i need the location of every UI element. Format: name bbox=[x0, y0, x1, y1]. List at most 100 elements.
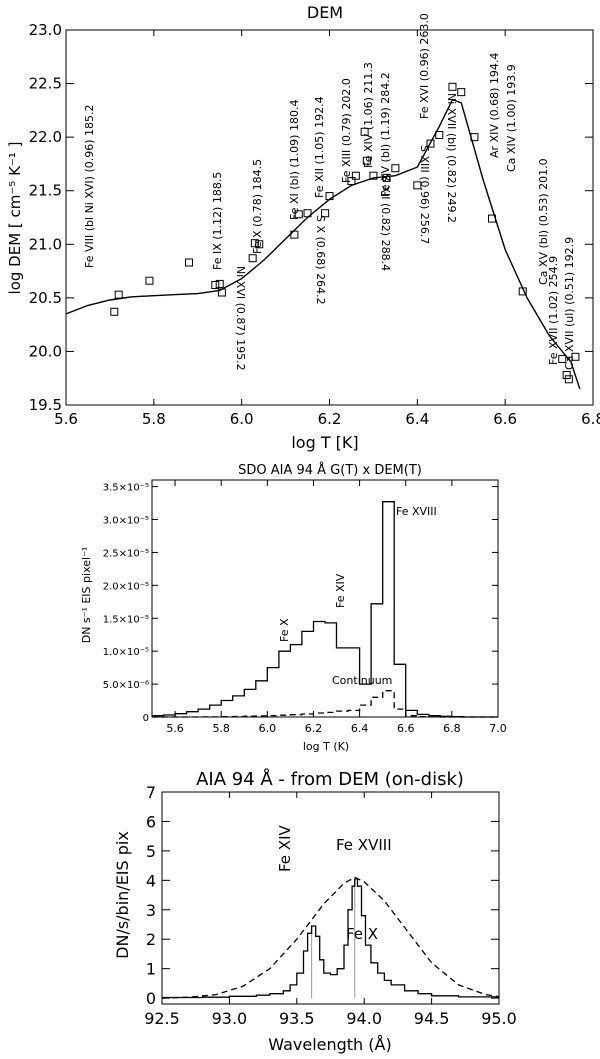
x-tick-label: 5.8 bbox=[212, 722, 230, 735]
dem-point bbox=[110, 307, 119, 316]
x-tick-label: 6.4 bbox=[351, 722, 369, 735]
x-tick-label: 5.8 bbox=[142, 410, 166, 428]
x-tick-label: 5.6 bbox=[166, 722, 184, 735]
spectrum-plot-frame bbox=[161, 791, 500, 1005]
annotation-s-xii: S XII (0.82) 288.4 bbox=[379, 175, 392, 271]
dem-point bbox=[558, 354, 567, 363]
annotation-fe-xi: Fe XI (bl) (1.09) 180.4 bbox=[288, 100, 301, 220]
annotation-fe-x: Fe X (0.78) 184.5 bbox=[251, 159, 264, 254]
dem-point bbox=[518, 287, 527, 296]
contribution-x-label: log T (K) bbox=[303, 740, 349, 753]
x-tick-label: 6.2 bbox=[305, 722, 323, 735]
dem-point bbox=[184, 258, 193, 267]
x-tick-label: 94.5 bbox=[414, 1009, 450, 1028]
annotation-fe-xiv: Fe XIV (1.06) 211.3 bbox=[362, 62, 375, 168]
dem-point bbox=[435, 131, 444, 139]
dem-point bbox=[248, 254, 257, 263]
y-tick-label: 2 bbox=[146, 930, 156, 949]
annotation-fe-xiii: Fe XIII (0.79) 202.0 bbox=[340, 78, 353, 183]
annotation-fe-xvi: Fe XVI (0.96) 263.0 bbox=[418, 13, 431, 119]
label-fe-x: Fe X bbox=[278, 618, 291, 642]
x-tick-label: 6.4 bbox=[405, 410, 429, 428]
spectrum-curve bbox=[162, 878, 500, 999]
dem-point bbox=[347, 177, 356, 186]
dem-point bbox=[294, 210, 303, 219]
y-tick-label: 0 bbox=[143, 713, 149, 724]
dem-point bbox=[351, 171, 360, 180]
dem-curve bbox=[65, 98, 581, 390]
dem-point bbox=[303, 209, 312, 218]
annotation-ca-xiv: Ca XIV (1.00) 193.9 bbox=[505, 64, 518, 172]
dashed-envelope bbox=[161, 876, 500, 999]
contribution-x-axis: 5.6 5.8 6.0 6.2 6.4 6.6 6.8 7.0 bbox=[166, 480, 507, 735]
spectrum-panel: AIA 94 Å - from DEM (on-disk) 92.5 93.0 93… bbox=[113, 768, 517, 1054]
y-tick-label: 3 bbox=[146, 901, 156, 920]
dem-point bbox=[250, 239, 259, 248]
y-tick-label: 22.0 bbox=[29, 128, 62, 146]
y-tick-label: 21.0 bbox=[29, 235, 62, 253]
dem-point bbox=[562, 371, 571, 379]
dem-point bbox=[321, 209, 330, 218]
dem-point bbox=[215, 279, 224, 288]
x-tick-label: 92.5 bbox=[144, 1009, 180, 1028]
contribution-y-axis: 0 5.0×10⁻⁶ 1.0×10⁻⁵ 1.5×10⁻⁵ 2.0×10⁻⁵ 2.5×10⁻… bbox=[103, 483, 498, 724]
x-tick-label: 5.6 bbox=[54, 410, 78, 428]
annotation-fe-xvii: Fe XVII (1.02) 254.9 bbox=[547, 256, 560, 365]
dem-point bbox=[470, 133, 479, 142]
contribution-y-label: DN s⁻¹ EIS pixel⁻¹ bbox=[80, 547, 93, 644]
dem-point bbox=[211, 281, 220, 289]
annotation-ca-xvii: Ca XVII (ul) (0.51) 192.9 bbox=[563, 237, 576, 370]
spectrum-title: AIA 94 Å - from DEM (on-disk) bbox=[196, 768, 464, 790]
y-tick-label: 1.5×10⁻⁵ bbox=[103, 614, 149, 625]
y-tick-label: 3.0×10⁻⁵ bbox=[103, 516, 149, 527]
dem-point bbox=[360, 127, 369, 136]
x-tick-label: 6.0 bbox=[230, 410, 254, 428]
x-tick-label: 6.6 bbox=[397, 722, 415, 735]
annotation-fe-viii: Fe VIII (bl Ni XVI) (0.96) 185.2 bbox=[83, 104, 96, 268]
dem-x-label: log T [K] bbox=[291, 433, 358, 452]
total-histogram bbox=[152, 501, 498, 718]
x-tick-label: 7.0 bbox=[489, 722, 507, 735]
dem-point bbox=[571, 352, 580, 361]
annotation-ni-xvii: Ni XVII (bl) (0.82) 249.2 bbox=[445, 93, 458, 223]
label-spec-fe-x: Fe X bbox=[346, 925, 378, 943]
annotation-ar-xiv: Ar XIV (0.68) 194.4 bbox=[488, 53, 501, 158]
contribution-title: SDO AIA 94 Å G(T) x DEM(T) bbox=[238, 462, 422, 478]
dem-point bbox=[145, 276, 154, 285]
dem-point bbox=[564, 375, 573, 384]
annotation-s-xiii: S XIII (0.96) 256.7 bbox=[418, 145, 431, 244]
y-tick-label: 2.0×10⁻⁵ bbox=[103, 581, 149, 592]
y-tick-label: 5 bbox=[146, 842, 156, 861]
y-tick-label: 2.5×10⁻⁵ bbox=[103, 548, 149, 559]
y-tick-label: 7 bbox=[146, 783, 156, 802]
x-tick-label: 6.6 bbox=[493, 410, 517, 428]
x-tick-label: 94.0 bbox=[346, 1009, 382, 1028]
spectrum-x-label: Wavelength (Å) bbox=[268, 1035, 391, 1054]
dem-point bbox=[217, 288, 226, 297]
dem-point bbox=[325, 192, 334, 201]
y-tick-label: 23.0 bbox=[29, 21, 62, 39]
x-tick-label: 6.0 bbox=[259, 722, 277, 735]
dem-y-label: log DEM [ cm⁻⁵ K⁻¹ ] bbox=[6, 142, 24, 295]
label-fe-xviii: Fe XVIII bbox=[396, 505, 437, 518]
spectrum-y-label: DN/s/bin/EIS pix bbox=[113, 831, 132, 959]
dem-point bbox=[391, 164, 400, 173]
label-spec-fe-xiv: Fe XIV bbox=[276, 824, 294, 872]
y-tick-label: 5.0×10⁻⁶ bbox=[103, 680, 149, 691]
annotation-fe-xv: Fe XV (bl) (1.19) 284.2 bbox=[379, 72, 392, 197]
dem-point bbox=[369, 171, 378, 180]
y-tick-label: 22.5 bbox=[29, 75, 62, 93]
dem-point bbox=[487, 214, 496, 223]
dem-point bbox=[457, 88, 466, 97]
dem-point bbox=[382, 173, 391, 182]
label-spec-fe-xviii: Fe XVIII bbox=[336, 836, 392, 854]
y-tick-label: 1.0×10⁻⁵ bbox=[103, 647, 149, 658]
annotation-ni-xvi: Ni XVI (0.87) 195.2 bbox=[234, 266, 247, 371]
dem-x-axis: 5.6 5.8 6.0 6.2 6.4 6.6 6.8 bbox=[54, 30, 600, 428]
dem-point bbox=[114, 290, 123, 299]
spectrum-x-axis: 92.5 93.0 93.5 94.0 94.5 95.0 bbox=[144, 792, 517, 1028]
dem-point bbox=[255, 240, 264, 249]
y-tick-label: 6 bbox=[146, 812, 156, 831]
label-continuum: Continuum bbox=[332, 674, 392, 687]
dem-points bbox=[110, 82, 580, 384]
